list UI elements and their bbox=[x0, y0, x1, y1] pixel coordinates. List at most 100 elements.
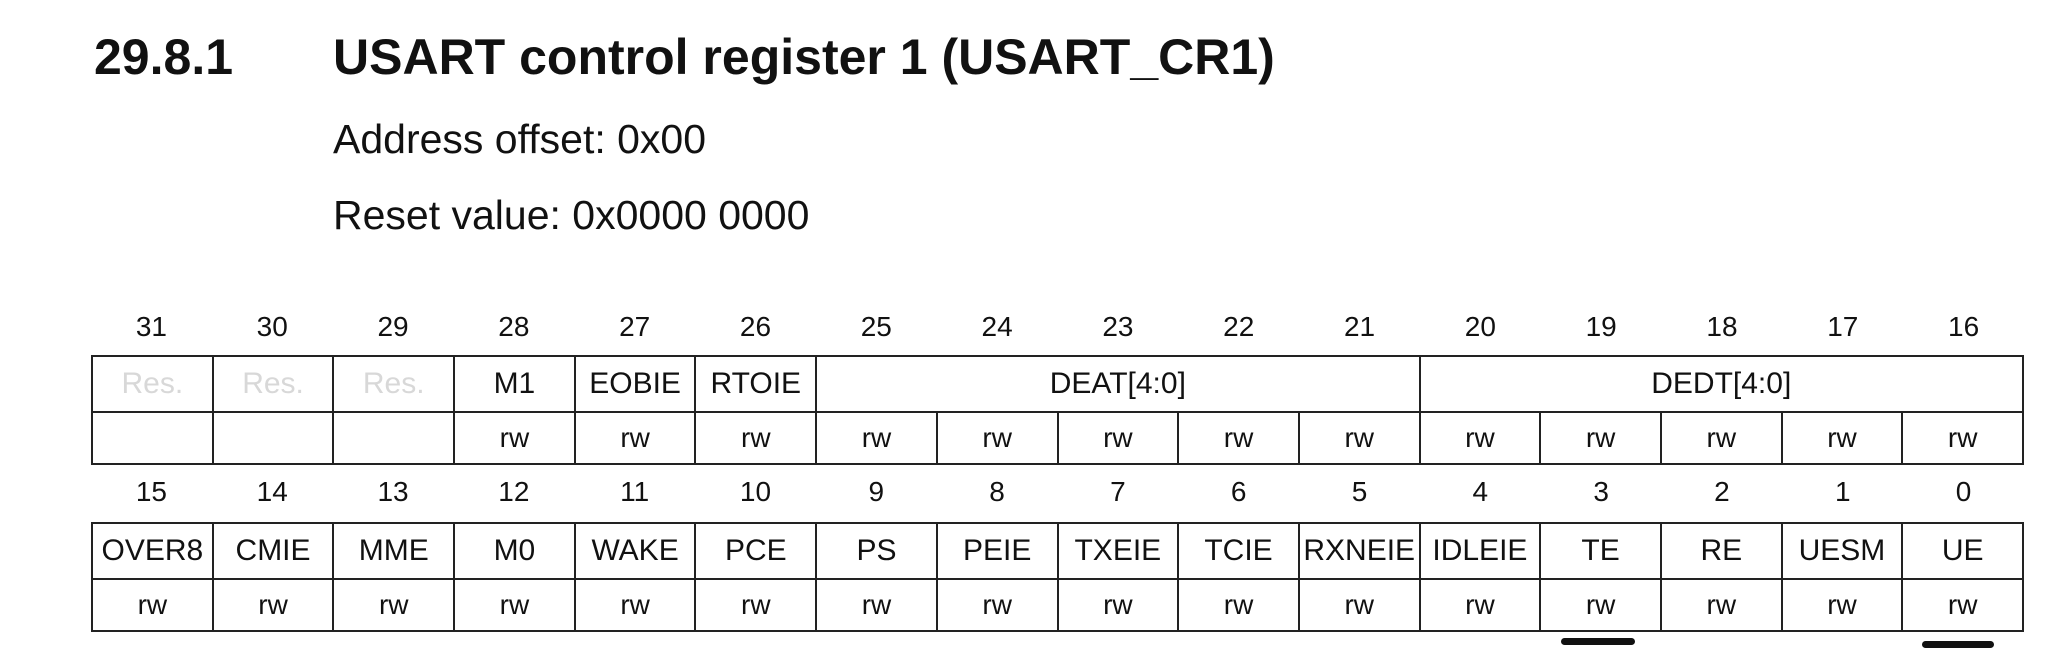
bit-number: 21 bbox=[1343, 311, 1376, 342]
access-type: rw bbox=[1056, 411, 1180, 465]
bit-number: 18 bbox=[1706, 311, 1738, 342]
access-type: rw bbox=[1901, 411, 2024, 465]
bit-number: 13 bbox=[377, 476, 409, 507]
bit-number: 29 bbox=[377, 311, 409, 342]
access-type: rw bbox=[573, 411, 697, 465]
bit-number: 9 bbox=[868, 476, 885, 507]
section-title: USART control register 1 (USART_CR1) bbox=[333, 29, 1275, 85]
register-table-upper: Res. Res. Res. M1 EOBIE RTOIE DEAT[4:0] DEDT[4:… bbox=[91, 355, 2025, 465]
section-number: 29.8.1 bbox=[94, 29, 234, 85]
bit-number: 22 bbox=[1223, 311, 1255, 342]
bit-number: 15 bbox=[135, 476, 167, 507]
access-type: rw bbox=[91, 578, 214, 632]
access-type: rw bbox=[1056, 578, 1180, 632]
bit-number: 11 bbox=[620, 476, 650, 507]
reserved-field: Res. bbox=[332, 355, 456, 413]
field-name: DEAT[4:0] bbox=[815, 355, 1421, 413]
bit-number: 6 bbox=[1230, 476, 1247, 507]
bit-number: 16 bbox=[1948, 311, 1980, 342]
field-name: EOBIE bbox=[573, 355, 697, 413]
field-name: CMIE bbox=[211, 522, 335, 580]
access-type: rw bbox=[573, 578, 697, 632]
bit-number: 28 bbox=[498, 311, 530, 342]
access-type: rw bbox=[1659, 578, 1783, 632]
access-type bbox=[91, 411, 214, 465]
reserved-field: Res. bbox=[91, 355, 214, 413]
field-name: RXNEIE bbox=[1297, 522, 1421, 580]
field-name: DEDT[4:0] bbox=[1418, 355, 2025, 413]
field-name-row: OVER8 CMIE MME M0 WAKE PCE PS PEIE TXEIE TCIE RXNE… bbox=[91, 522, 2024, 580]
bit-number: 7 bbox=[1110, 476, 1126, 507]
field-name: UE bbox=[1901, 522, 2024, 580]
field-name: PS bbox=[815, 522, 938, 580]
address-offset: Address offset: 0x00 bbox=[333, 116, 707, 162]
access-type: rw bbox=[694, 578, 818, 632]
access-type: rw bbox=[1901, 578, 2024, 632]
bit-number: 20 bbox=[1464, 311, 1496, 342]
reset-value: Reset value: 0x0000 0000 bbox=[333, 192, 810, 238]
handwritten-underline-te bbox=[1561, 638, 1635, 645]
bit-number: 17 bbox=[1827, 311, 1859, 342]
handwritten-underline-ue bbox=[1922, 641, 1994, 648]
access-type: rw bbox=[1780, 411, 1904, 465]
access-type: rw bbox=[1539, 411, 1662, 465]
bit-number: 10 bbox=[739, 476, 772, 507]
field-name: RTOIE bbox=[694, 355, 818, 413]
access-type: rw bbox=[935, 578, 1059, 632]
field-name: M0 bbox=[453, 522, 576, 580]
access-type: rw bbox=[1177, 578, 1300, 632]
field-name: UESM bbox=[1780, 522, 1904, 580]
access-type: rw bbox=[1780, 578, 1904, 632]
access-type: rw bbox=[1659, 411, 1783, 465]
access-type: rw bbox=[1297, 578, 1421, 632]
bit-number: 2 bbox=[1714, 476, 1730, 507]
bit-number: 19 bbox=[1585, 311, 1617, 342]
access-type: rw bbox=[332, 578, 456, 632]
bit-numbers-upper: 31 30 29 28 27 26 25 24 23 22 21 20 19 18 17 16 bbox=[91, 311, 2024, 343]
bit-number: 31 bbox=[135, 311, 167, 342]
bit-number: 4 bbox=[1472, 476, 1489, 507]
register-table-lower: OVER8 CMIE MME M0 WAKE PCE PS PEIE TXEIE TCIE RXNE… bbox=[91, 522, 2024, 632]
access-type: rw bbox=[211, 578, 335, 632]
field-name: WAKE bbox=[573, 522, 697, 580]
field-name-row: Res. Res. Res. M1 EOBIE RTOIE DEAT[4:0] DEDT[4:… bbox=[91, 355, 2025, 413]
field-name: PCE bbox=[694, 522, 818, 580]
access-row: rw rw rw rw rw rw rw rw rw rw rw rw rw rw rw rw bbox=[91, 578, 2024, 632]
bit-number: 30 bbox=[256, 311, 288, 342]
field-name: TXEIE bbox=[1056, 522, 1180, 580]
bit-number: 14 bbox=[256, 476, 288, 507]
bit-number: 26 bbox=[739, 311, 772, 342]
access-type: rw bbox=[935, 411, 1059, 465]
access-type bbox=[211, 411, 335, 465]
field-name: MME bbox=[332, 522, 456, 580]
field-name: OVER8 bbox=[91, 522, 214, 580]
field-name: TCIE bbox=[1177, 522, 1300, 580]
field-name: IDLEIE bbox=[1418, 522, 1542, 580]
field-name: PEIE bbox=[935, 522, 1059, 580]
access-type: rw bbox=[453, 578, 576, 632]
access-row: rw rw rw rw rw rw rw rw rw rw rw rw rw bbox=[91, 411, 2024, 465]
reserved-field: Res. bbox=[211, 355, 335, 413]
field-name: M1 bbox=[453, 355, 576, 413]
access-type: rw bbox=[815, 411, 938, 465]
bit-number: 27 bbox=[619, 311, 651, 342]
bit-number: 3 bbox=[1593, 476, 1609, 507]
access-type: rw bbox=[1297, 411, 1421, 465]
access-type: rw bbox=[1418, 411, 1542, 465]
access-type: rw bbox=[694, 411, 818, 465]
access-type: rw bbox=[1539, 578, 1662, 632]
bit-numbers-lower: 15 14 13 12 11 10 9 8 7 6 5 4 3 2 1 0 bbox=[91, 476, 2024, 508]
field-name: RE bbox=[1659, 522, 1783, 580]
bit-number: 12 bbox=[498, 476, 530, 507]
bit-number: 1 bbox=[1834, 476, 1851, 507]
bit-number: 8 bbox=[989, 476, 1005, 507]
access-type: rw bbox=[453, 411, 576, 465]
bit-number: 23 bbox=[1102, 311, 1134, 342]
bit-number: 25 bbox=[860, 311, 892, 342]
bit-number: 0 bbox=[1955, 476, 1972, 507]
bit-number: 5 bbox=[1351, 476, 1368, 507]
access-type: rw bbox=[1418, 578, 1542, 632]
field-name: TE bbox=[1539, 522, 1662, 580]
access-type bbox=[332, 411, 456, 465]
access-type: rw bbox=[1177, 411, 1300, 465]
